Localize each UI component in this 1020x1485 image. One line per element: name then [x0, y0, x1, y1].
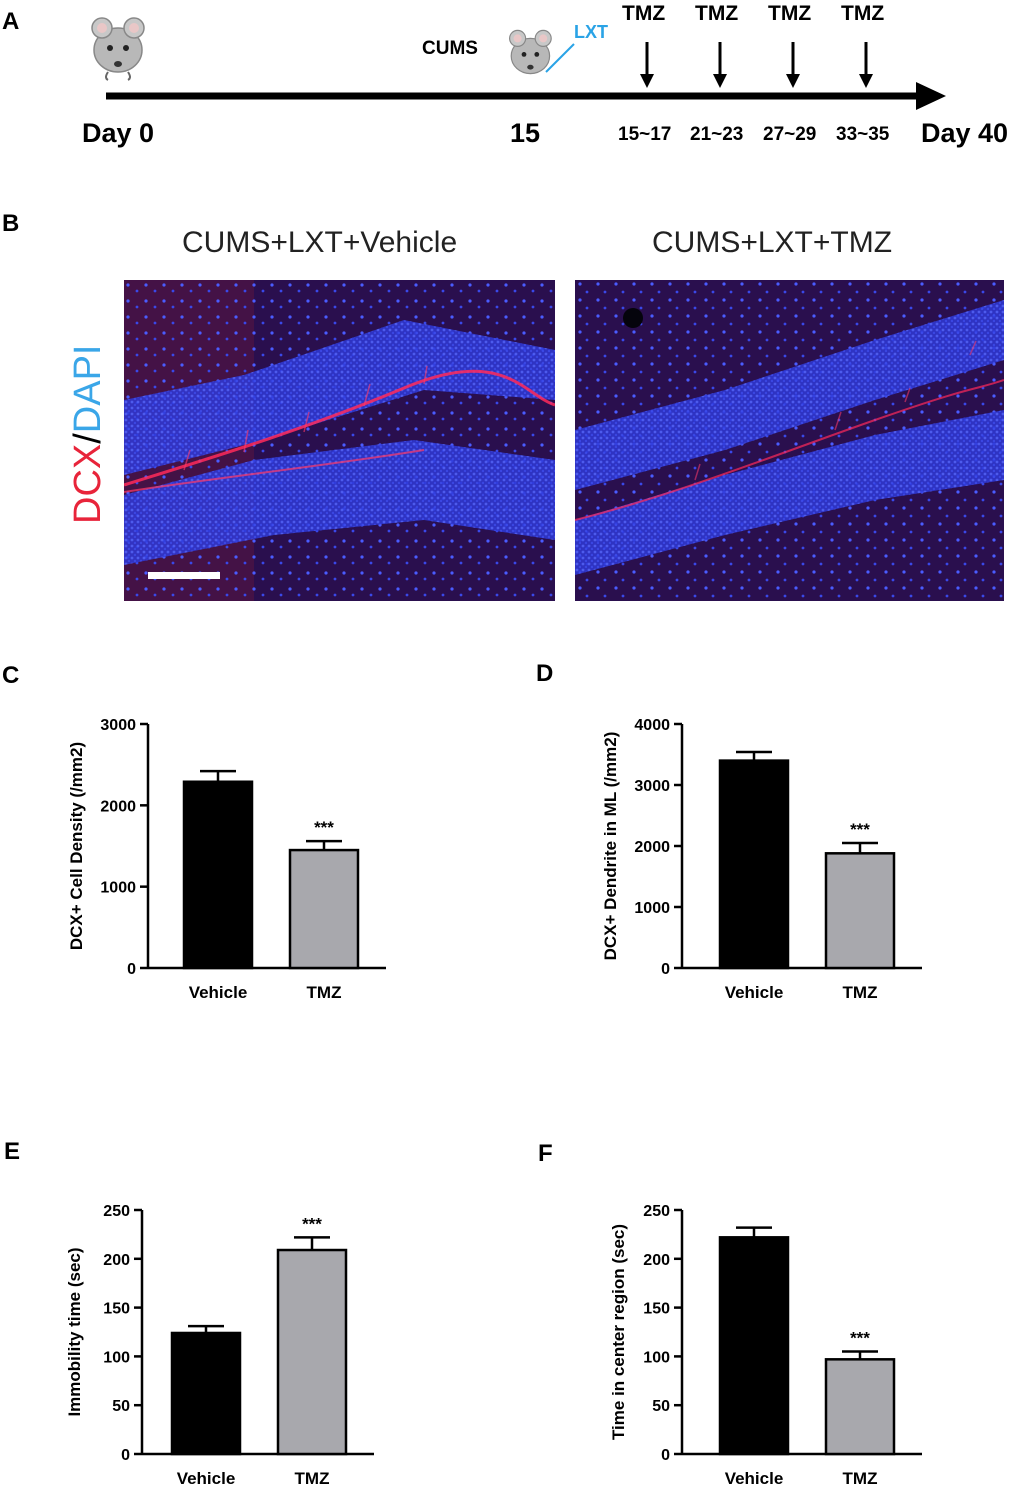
chart-e: 0 50 100 150 200 250 Immobility time (sec) Vehi…	[65, 1203, 374, 1485]
tmz-arrows	[640, 42, 873, 88]
y-tick-label: 200	[103, 1252, 130, 1269]
y-axis-label: DCX+ Cell Density (/mm2)	[67, 742, 86, 950]
y-axis-label: Immobility time (sec)	[65, 1247, 84, 1416]
chart-f: 0 50 100 150 200 250 Time in center region (se…	[609, 1203, 922, 1485]
y-tick-label: 2000	[634, 839, 670, 856]
tmz-label: TMZ	[768, 2, 812, 25]
tmz-label: TMZ	[622, 2, 666, 25]
tmz-window-label: 15~17	[618, 124, 672, 145]
svg-text:DCX/DAPI: DCX/DAPI	[67, 345, 109, 525]
micrograph-title-vehicle: CUMS+LXT+Vehicle	[182, 226, 458, 259]
timeline-diagram	[91, 17, 946, 110]
panel-label-a: A	[2, 8, 20, 35]
y-axis-label: DCX+ Dendrite in ML (/mm2)	[601, 732, 620, 961]
tmz-window-label: 33~35	[836, 124, 890, 145]
category-label: TMZ	[295, 1469, 330, 1485]
bar	[288, 848, 360, 970]
y-tick-label: 200	[643, 1252, 670, 1269]
timeline-start-label: Day 0	[82, 118, 155, 148]
stain-separator: /	[67, 433, 109, 444]
tmz-label: TMZ	[695, 2, 739, 25]
y-tick-label: 1000	[634, 900, 670, 917]
scale-bar	[148, 572, 220, 579]
cums-label: CUMS	[422, 38, 478, 59]
micrograph-tmz	[575, 280, 1004, 601]
tmz-label: TMZ	[841, 2, 885, 25]
y-tick-label: 2000	[100, 798, 136, 815]
bar	[182, 780, 254, 970]
bar	[824, 852, 896, 970]
stain-dcx-label: DCX	[67, 444, 109, 524]
timeline-end-label: Day 40	[921, 118, 1009, 148]
bar	[718, 759, 790, 970]
chart-d: 0 1000 2000 3000 4000 DCX+ Dendrite in ML (/m…	[601, 717, 922, 1002]
mouse-icon	[91, 17, 145, 81]
y-tick-label: 4000	[634, 717, 670, 734]
y-tick-label: 250	[103, 1203, 130, 1220]
panel-label-d: D	[536, 660, 554, 687]
micrograph-vehicle	[124, 280, 555, 601]
stain-legend: DCX/DAPI	[67, 345, 109, 525]
y-tick-label: 100	[643, 1349, 670, 1366]
micrograph-title-tmz: CUMS+LXT+TMZ	[652, 226, 893, 259]
y-axis-label: Time in center region (sec)	[609, 1224, 628, 1440]
category-label: Vehicle	[725, 1469, 784, 1485]
injection-line	[545, 43, 575, 73]
y-tick-label: 50	[652, 1398, 670, 1415]
bar	[170, 1331, 242, 1456]
significance-label: ***	[850, 1329, 870, 1348]
y-tick-label: 50	[112, 1398, 130, 1415]
bar	[718, 1236, 790, 1456]
category-label: TMZ	[843, 1469, 878, 1485]
timeline-arrowhead	[916, 82, 946, 110]
lxt-label: LXT	[574, 22, 608, 42]
y-tick-label: 0	[661, 1447, 670, 1464]
panel-label-b: B	[2, 210, 20, 237]
chart-c: 0 1000 2000 3000 DCX+ Cell Density (/mm2) Veh…	[67, 717, 386, 1002]
y-tick-label: 3000	[100, 717, 136, 734]
tmz-window-label: 21~23	[690, 124, 744, 145]
significance-label: ***	[302, 1214, 322, 1233]
panel-label-c: C	[2, 662, 20, 689]
y-tick-label: 150	[643, 1301, 670, 1318]
y-tick-label: 0	[661, 961, 670, 978]
y-tick-label: 0	[127, 961, 136, 978]
timeline-mid-label: 15	[510, 118, 541, 148]
stain-dapi-label: DAPI	[67, 345, 109, 434]
panel-label-f: F	[538, 1140, 553, 1167]
y-tick-label: 150	[103, 1301, 130, 1318]
category-label: Vehicle	[725, 983, 784, 1002]
category-label: Vehicle	[177, 1469, 236, 1485]
y-tick-label: 250	[643, 1203, 670, 1220]
tmz-window-label: 27~29	[763, 124, 817, 145]
significance-label: ***	[314, 818, 334, 837]
y-tick-label: 3000	[634, 778, 670, 795]
category-label: Vehicle	[189, 983, 248, 1002]
category-label: TMZ	[843, 983, 878, 1002]
mouse-icon	[509, 29, 552, 75]
category-label: TMZ	[307, 983, 342, 1002]
significance-label: ***	[850, 820, 870, 839]
y-tick-label: 100	[103, 1349, 130, 1366]
bar	[276, 1248, 348, 1456]
panel-label-e: E	[4, 1138, 21, 1165]
bar	[824, 1358, 896, 1456]
y-tick-label: 0	[121, 1447, 130, 1464]
y-tick-label: 1000	[100, 880, 136, 897]
